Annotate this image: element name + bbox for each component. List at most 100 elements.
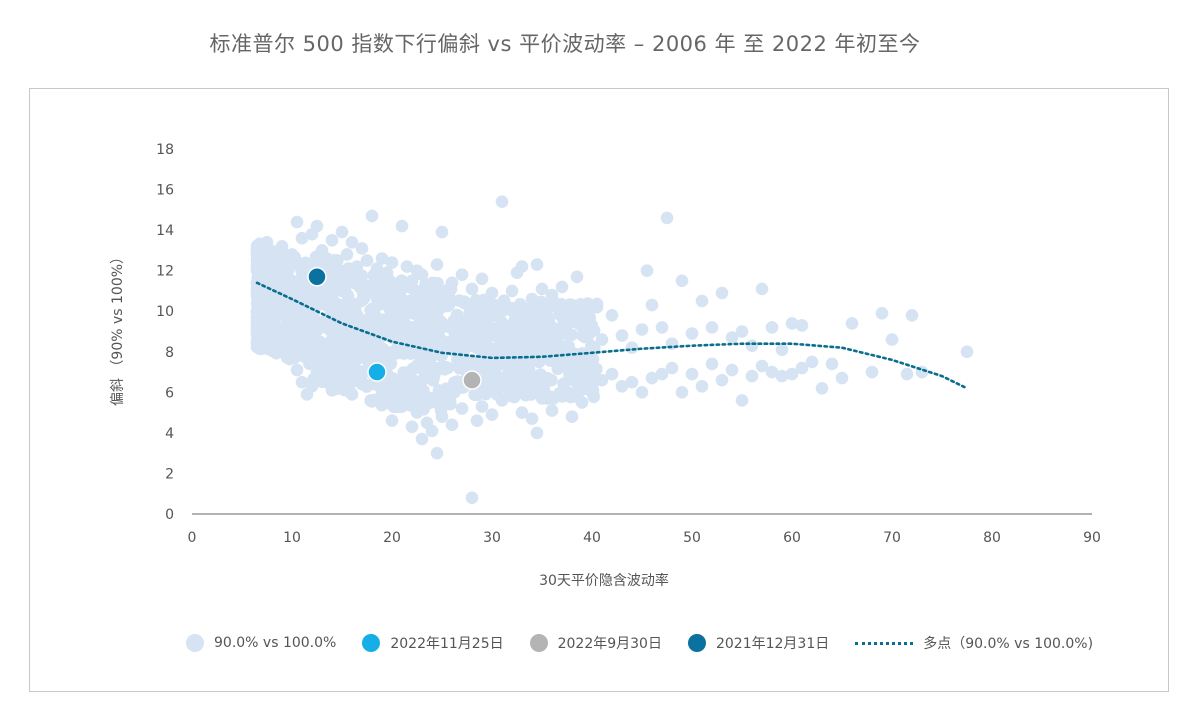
cloud-point (685, 367, 699, 381)
cloud-point (521, 328, 534, 342)
cloud-point (875, 307, 889, 320)
cloud-point (323, 300, 336, 313)
cloud-point (785, 367, 799, 381)
cloud-point (315, 365, 329, 379)
cloud-point (403, 295, 417, 309)
cloud-point (332, 311, 346, 325)
cloud-point (405, 420, 419, 434)
cloud-point (565, 298, 579, 312)
cloud-point (545, 404, 559, 417)
cloud-point (365, 394, 379, 407)
cloud-point (590, 300, 604, 314)
x-tick-label: 30 (483, 530, 501, 546)
cloud-point (285, 248, 299, 261)
cloud-point (900, 367, 914, 381)
cloud-point (530, 258, 544, 271)
cloud-point (411, 376, 425, 390)
cloud-point (360, 254, 374, 267)
cloud-point (549, 299, 562, 313)
cloud-point (566, 373, 579, 387)
cloud-point (438, 363, 451, 376)
y-tick-label: 12 (156, 264, 174, 280)
cloud-point (254, 286, 268, 300)
cloud-point (685, 327, 699, 340)
x-tick-label: 70 (883, 530, 901, 546)
cloud-point (345, 275, 359, 289)
cloud-point (430, 258, 444, 271)
cloud-point (255, 338, 269, 352)
cloud-point (554, 340, 568, 353)
cloud-point (615, 329, 629, 342)
cloud-point (488, 381, 502, 394)
cloud-point (488, 305, 501, 319)
legend-item-sep: 2022年9月30日 (529, 633, 662, 653)
legend-item-cloud: 90.0% vs 100.0% (186, 634, 336, 652)
legend-label-nov: 2022年11月25日 (390, 636, 504, 652)
cloud-point (380, 266, 394, 280)
cloud-point (485, 408, 499, 421)
cloud-point (765, 321, 779, 334)
legend-swatch-sep (529, 634, 548, 652)
y-tick-label: 4 (165, 426, 174, 442)
point-2022-09-30 (462, 370, 482, 390)
cloud-point (405, 274, 419, 288)
cloud-point (384, 288, 397, 302)
cloud-point (385, 256, 399, 269)
y-tick-label: 0 (165, 507, 174, 523)
cloud-point (585, 323, 599, 336)
cloud-point (595, 373, 609, 387)
legend-label-dec: 2021年12月31日 (715, 636, 830, 652)
cloud-point (400, 260, 414, 273)
cloud-point (325, 234, 339, 247)
y-tick-label: 2 (165, 466, 174, 482)
cloud-point (312, 335, 326, 348)
cloud-point (488, 363, 502, 376)
point-2021-12-31 (307, 267, 327, 287)
cloud-point (430, 446, 444, 460)
cloud-point (435, 225, 449, 239)
cloud-point (355, 269, 369, 283)
cloud-point (555, 280, 569, 294)
cloud-point (835, 371, 849, 385)
cloud-point (715, 286, 729, 300)
cloud-point (515, 406, 529, 419)
cloud-point (469, 294, 483, 307)
cloud-point (295, 375, 309, 389)
cloud-point (487, 322, 501, 336)
trend-layer (255, 281, 969, 390)
cloud-point (421, 316, 435, 330)
cloud-point (440, 382, 453, 396)
cloud-point (485, 286, 499, 300)
cloud-point (439, 287, 452, 301)
cloud-point (260, 236, 274, 249)
cloud-point (366, 286, 380, 299)
cloud-point (368, 351, 382, 364)
cloud-point (465, 282, 479, 296)
chart-frame (29, 88, 1169, 692)
cloud-point (415, 268, 429, 282)
cloud-point (355, 377, 369, 391)
cloud-point (545, 288, 559, 302)
cloud-point (515, 260, 529, 273)
legend-item-dec: 2021年12月31日 (687, 633, 830, 653)
cloud-point (455, 402, 469, 415)
cloud-point (280, 260, 294, 273)
cloud-point (335, 225, 349, 239)
cloud-point (575, 313, 589, 326)
cloud-point (398, 371, 411, 384)
cloud-point (375, 384, 389, 397)
cloud-point (330, 264, 344, 278)
y-axis-label: 偏斜 （90% vs 100%） (110, 250, 126, 406)
cloud-point (355, 242, 369, 255)
cloud-point (795, 361, 809, 375)
cloud-point (885, 333, 899, 346)
cloud-point (590, 362, 603, 376)
cloud-point (353, 348, 366, 362)
cloud-point (299, 321, 313, 334)
legend-label-trend: 多点（90.0% vs 100.0%) (923, 636, 1094, 652)
cloud-point (359, 339, 373, 353)
cloud-point (535, 392, 549, 405)
cloud-point (725, 363, 739, 377)
cloud-point (341, 331, 354, 344)
